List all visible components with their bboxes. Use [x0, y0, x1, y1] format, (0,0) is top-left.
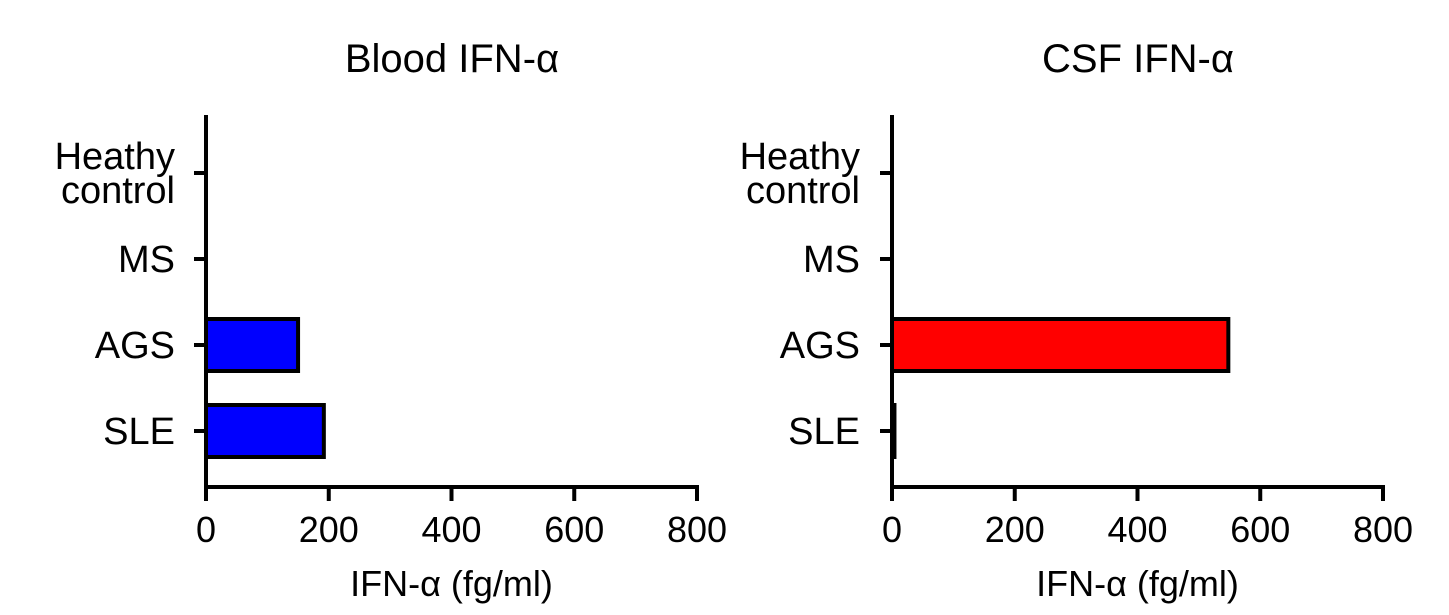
category-label-csf-0-0: Heathy: [740, 136, 860, 178]
category-label-csf-3-0: SLE: [788, 411, 860, 453]
bar-blood-2: [204, 317, 301, 373]
x-tick-label-blood-3: 600: [544, 509, 604, 550]
category-label-csf-2-0: AGS: [780, 325, 860, 367]
x-tick-label-csf-2: 400: [1107, 509, 1167, 550]
x-tick-label-blood-4: 800: [667, 509, 727, 550]
category-label-blood-0-1: control: [61, 170, 175, 212]
x-tick-label-csf-0: 0: [882, 509, 902, 550]
x-axis-label-blood: IFN-α (fg/ml): [350, 563, 553, 604]
category-label-blood-1-0: MS: [118, 239, 175, 281]
x-axis-label-csf: IFN-α (fg/ml): [1036, 563, 1239, 604]
x-tick-label-blood-0: 0: [196, 509, 216, 550]
category-label-blood-3-0: SLE: [103, 411, 175, 453]
bar-csf-2: [890, 317, 1231, 373]
chart-title-csf: CSF IFN-α: [1042, 37, 1234, 81]
category-label-csf-0-1: control: [746, 170, 860, 212]
category-label-blood-0-0: Heathy: [55, 136, 175, 178]
x-tick-label-csf-1: 200: [985, 509, 1045, 550]
chart-title-blood: Blood IFN-α: [345, 37, 559, 81]
bar-blood-3: [204, 403, 326, 459]
x-tick-label-blood-2: 400: [421, 509, 481, 550]
category-label-blood-2-0: AGS: [95, 325, 175, 367]
x-tick-label-csf-3: 600: [1230, 509, 1290, 550]
x-tick-label-blood-1: 200: [299, 509, 359, 550]
x-tick-label-csf-4: 800: [1353, 509, 1413, 550]
category-label-csf-1-0: MS: [803, 239, 860, 281]
